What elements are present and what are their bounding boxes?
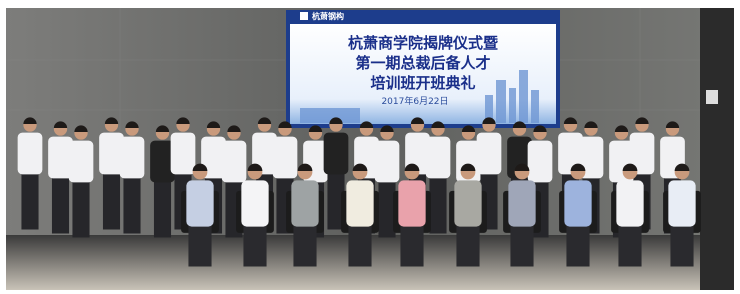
page: 杭萧钢构 杭萧商学院揭牌仪式暨 第一期总裁后备人才 培训班开班典礼 2017年6… <box>0 0 740 294</box>
legs <box>52 177 69 234</box>
screen-title: 培训班开班典礼 <box>370 74 475 92</box>
torso <box>616 180 643 226</box>
legs <box>21 173 38 230</box>
torso <box>564 180 591 226</box>
photo: 杭萧钢构 杭萧商学院揭牌仪式暨 第一期总裁后备人才 培训班开班典礼 2017年6… <box>0 0 740 294</box>
torso <box>528 141 553 183</box>
torso <box>324 133 349 175</box>
torso <box>477 133 502 175</box>
torso <box>668 180 695 226</box>
torso <box>171 133 196 175</box>
torso <box>398 180 425 226</box>
logo-text: 杭萧钢构 <box>312 11 344 21</box>
torso <box>69 141 94 183</box>
legs <box>378 181 395 238</box>
screen-title: 第一期总裁后备人才 <box>355 54 490 72</box>
torso <box>346 180 373 226</box>
torso <box>508 180 535 226</box>
legs <box>429 177 446 234</box>
torso <box>222 141 247 183</box>
torso <box>375 141 400 183</box>
torso <box>241 180 268 226</box>
torso <box>18 133 43 175</box>
torso <box>186 180 213 226</box>
torso <box>426 137 451 179</box>
legs <box>123 177 140 234</box>
screen-title: 杭萧商学院揭牌仪式暨 <box>348 34 498 52</box>
logo-icon <box>300 12 308 20</box>
torso <box>120 137 145 179</box>
legs <box>154 181 171 238</box>
legs <box>103 173 120 230</box>
torso <box>454 180 481 226</box>
legs <box>72 181 89 238</box>
pillar <box>700 8 734 290</box>
torso <box>291 180 318 226</box>
sign <box>706 90 718 104</box>
torso <box>273 137 298 179</box>
screen-date: 2017年6月22日 <box>381 95 448 107</box>
